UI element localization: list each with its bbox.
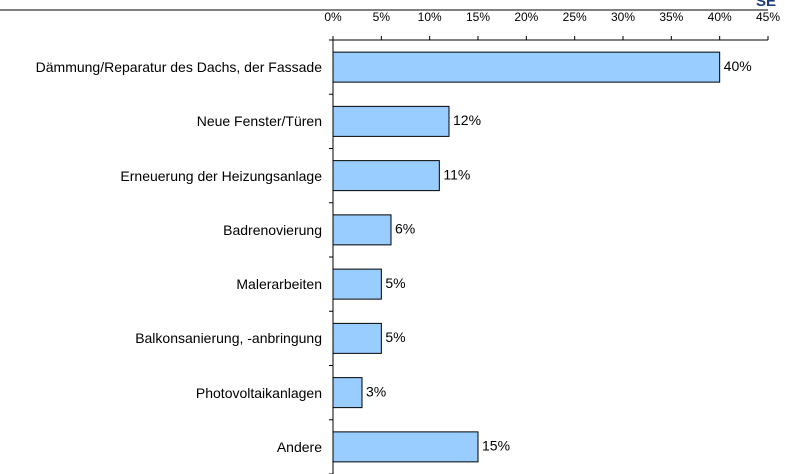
x-tick-label: 35%	[659, 10, 683, 24]
x-tick-label: 15%	[466, 10, 490, 24]
y-tick-label: Neue Fenster/Türen	[196, 113, 322, 130]
x-tick-label: 0%	[324, 10, 342, 24]
bar	[332, 431, 479, 463]
x-tick-label: 40%	[708, 10, 732, 24]
bar	[332, 268, 382, 300]
data-label: 40%	[724, 58, 752, 74]
y-tick-label: Badrenovierung	[223, 221, 322, 238]
y-tick-label: Malerarbeiten	[236, 276, 322, 293]
x-tick-label: 25%	[563, 10, 587, 24]
x-tick-label: 45%	[756, 10, 780, 24]
data-label: 12%	[453, 112, 481, 128]
y-tick-label: Andere	[276, 438, 322, 455]
data-label: 3%	[366, 383, 386, 399]
bar	[332, 105, 450, 137]
x-tick-label: 20%	[514, 10, 538, 24]
data-label: 11%	[443, 166, 470, 182]
y-tick-label: Balkonsanierung, -anbringung	[135, 330, 322, 347]
x-tick-label: 10%	[418, 10, 442, 24]
data-label: 5%	[385, 329, 405, 345]
y-tick-label: Dämmung/Reparatur des Dachs, der Fassade	[35, 59, 322, 76]
data-label: 6%	[395, 221, 415, 237]
logo: SE	[756, 0, 776, 10]
data-label: 15%	[482, 438, 510, 454]
y-tick-label: Photovoltaikanlagen	[195, 384, 322, 401]
bar	[332, 160, 440, 192]
bar	[332, 322, 382, 354]
bar	[332, 214, 392, 246]
x-tick-label: 5%	[373, 10, 391, 24]
y-tick-label: Erneuerung der Heizungsanlage	[120, 167, 322, 184]
x-tick-label: 30%	[611, 10, 635, 24]
bar	[332, 51, 721, 83]
data-label: 5%	[385, 275, 405, 291]
bar	[332, 377, 363, 409]
